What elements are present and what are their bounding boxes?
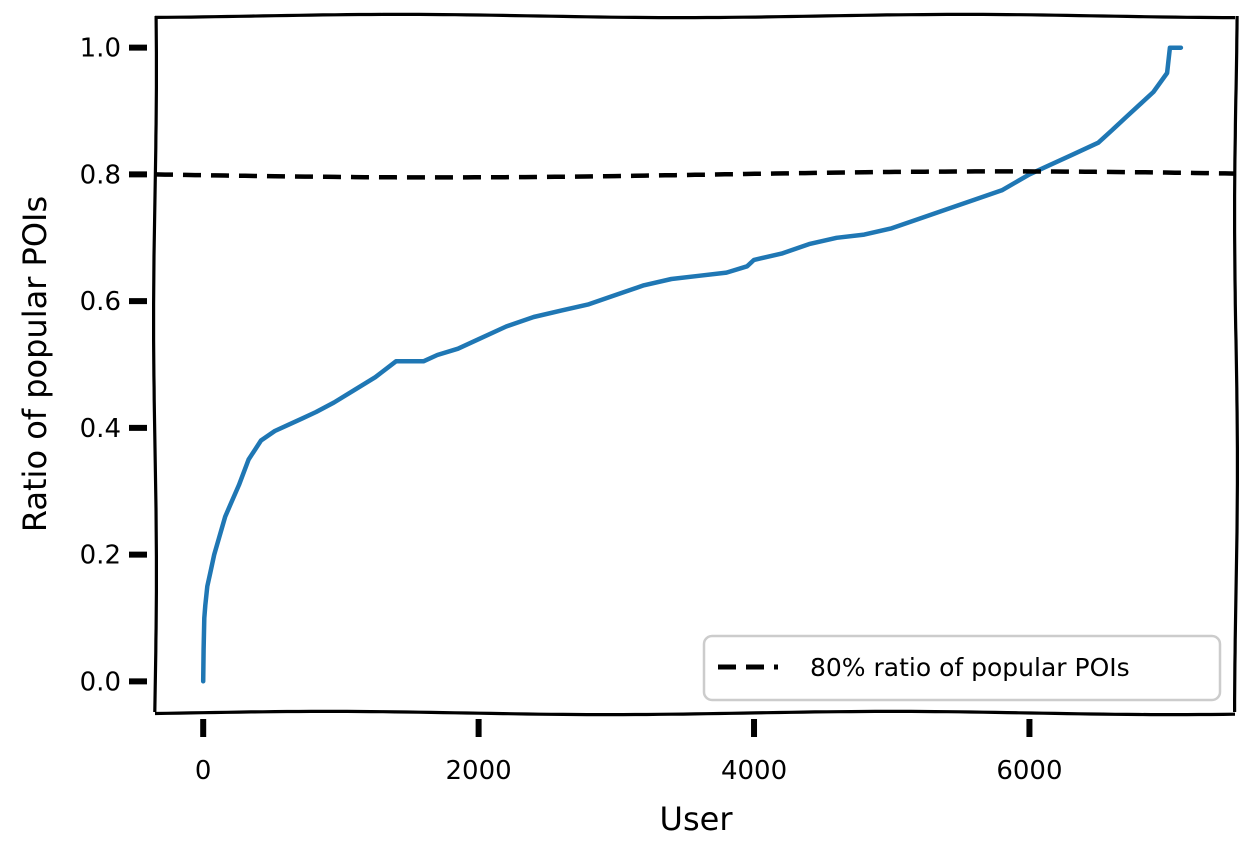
- y-tick-label: 0.0: [80, 667, 121, 697]
- plot-frame: [152, 12, 1239, 717]
- frame-right: [1233, 15, 1239, 712]
- y-axis-ticks: 0.0 0.2 0.4 0.6 0.8 1.0: [80, 34, 147, 697]
- legend-box: [702, 634, 1222, 702]
- x-axis-label: User: [660, 800, 734, 838]
- x-tick-label: 0: [195, 756, 212, 786]
- x-tick-label: 2000: [446, 756, 512, 786]
- y-tick-label: 0.4: [80, 414, 121, 444]
- y-tick-label: 0.8: [80, 160, 121, 190]
- x-tick-label: 6000: [996, 756, 1062, 786]
- series-reference-line: [154, 169, 1236, 180]
- y-tick-label: 1.0: [80, 34, 121, 64]
- series-user-ratio-line: [200, 45, 1184, 684]
- x-axis-ticks: 0 2000 4000 6000: [195, 719, 1063, 786]
- x-tick-label: 4000: [721, 756, 787, 786]
- legend-entry-label: 80% ratio of popular POIs: [810, 653, 1130, 682]
- series-layer: [154, 45, 1236, 684]
- y-tick-label: 0.6: [80, 287, 121, 317]
- frame-left: [152, 15, 158, 713]
- legend: 80% ratio of popular POIs: [702, 634, 1222, 702]
- y-axis-label: Ratio of popular POIs: [16, 196, 54, 532]
- frame-bottom: [154, 709, 1236, 717]
- y-tick-label: 0.2: [80, 541, 121, 571]
- frame-top: [154, 12, 1235, 20]
